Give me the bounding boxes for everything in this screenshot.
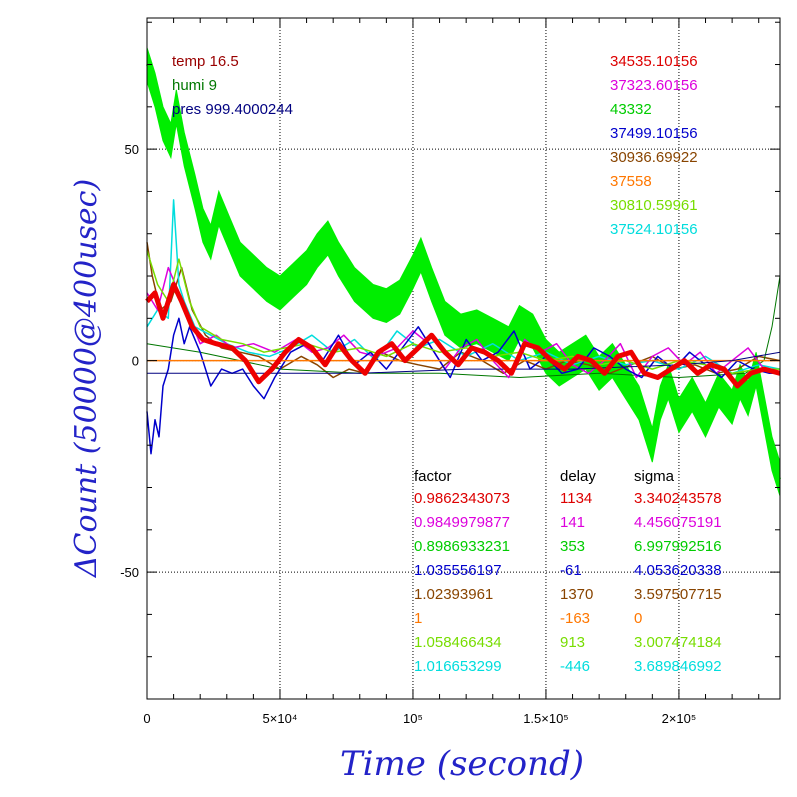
env-reading: temp 16.5 xyxy=(172,53,239,70)
x-axis-label: Time (second) xyxy=(340,744,584,784)
series-line-9 xyxy=(145,282,781,389)
x-tick-label: 2×10⁵ xyxy=(662,711,697,726)
env-reading: humi 9 xyxy=(172,77,217,94)
stats-delay: 1370 xyxy=(560,586,593,603)
y-tick-label: -50 xyxy=(120,565,139,580)
stats-delay: -61 xyxy=(560,562,582,579)
stats-header: delay xyxy=(560,468,596,485)
stats-delay: 913 xyxy=(560,634,585,651)
stats-delay: -446 xyxy=(560,658,590,675)
x-tick-label: 5×10⁴ xyxy=(263,711,298,726)
plot-frame xyxy=(146,17,781,700)
stats-factor: 0.8986933231 xyxy=(414,538,510,555)
series-layer xyxy=(145,47,781,497)
series-total: 34535.10156 xyxy=(610,53,698,70)
stats-sigma: 0 xyxy=(634,610,642,627)
series-total: 37524.10156 xyxy=(610,221,698,238)
stats-factor: 0.9862343073 xyxy=(414,490,510,507)
stats-factor: 1.016653299 xyxy=(414,658,502,675)
y-axis-label: ΔCount (50000@400usec) xyxy=(69,179,104,578)
stats-delay: -163 xyxy=(560,610,590,627)
series-total: 37558 xyxy=(610,173,652,190)
series-total: 30936.69922 xyxy=(610,149,698,166)
stats-sigma: 3.007474184 xyxy=(634,634,722,651)
series-line-6 xyxy=(146,250,780,375)
stats-header: sigma xyxy=(634,468,675,485)
stats-delay: 353 xyxy=(560,538,585,555)
x-tick-label: 1.5×10⁵ xyxy=(523,711,569,726)
stats-delay: 141 xyxy=(560,514,585,531)
stats-delay: 1134 xyxy=(560,490,592,507)
stats-sigma: 3.340243578 xyxy=(634,490,722,507)
stats-factor: 1.02393961 xyxy=(414,586,493,603)
y-tick-label: 0 xyxy=(132,354,139,369)
ticks: 0 5×10⁴ 10⁵ 1.5×10⁵ 2×10⁵ 50 0 -50 xyxy=(120,18,780,726)
stats-sigma: 4.053620338 xyxy=(634,562,722,579)
series-total: 30810.59961 xyxy=(610,197,698,214)
y-tick-label: 50 xyxy=(125,142,139,157)
series-line-0 xyxy=(146,64,781,480)
stats-sigma: 3.597507715 xyxy=(634,586,722,603)
x-tick-label: 10⁵ xyxy=(403,711,423,726)
annotations: temp 16.5 humi 9 pres 999.4000244 34535.101… xyxy=(172,53,722,675)
stats-factor: 0.9849979877 xyxy=(414,514,510,531)
series-total: 43332 xyxy=(610,101,652,118)
stats-sigma: 3.689846992 xyxy=(634,658,722,675)
stats-sigma: 6.997992516 xyxy=(634,538,722,555)
stats-sigma: 4.456075191 xyxy=(634,514,722,531)
series-line-4 xyxy=(146,266,781,379)
stats-factor: 1 xyxy=(414,610,422,627)
series-total: 37323.60156 xyxy=(610,77,698,94)
env-reading: pres 999.4000244 xyxy=(172,101,293,118)
stats-factor: 1.058466434 xyxy=(414,634,502,651)
stats-factor: 1.035556197 xyxy=(414,562,502,579)
x-tick-label: 0 xyxy=(143,711,150,726)
stats-header: factor xyxy=(414,468,452,485)
series-total: 37499.10156 xyxy=(610,125,698,142)
